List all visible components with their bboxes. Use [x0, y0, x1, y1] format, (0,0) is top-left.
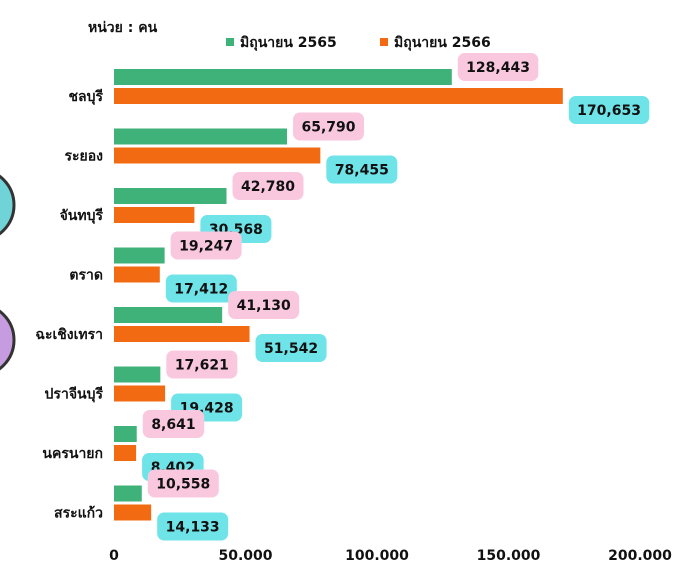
x-tick-label: 200.000: [608, 548, 672, 564]
bar: [114, 445, 137, 461]
y-tick-label: สระแก้ว: [54, 506, 103, 522]
y-tick-label: จันทบุรี: [60, 208, 104, 224]
bar: [114, 385, 166, 402]
data-label-box: [142, 410, 205, 438]
y-tick-label: ปราจีนบุรี: [45, 387, 104, 403]
data-label-box: [166, 350, 238, 379]
data-label: 42,780: [241, 179, 295, 195]
data-label-box: [568, 96, 650, 124]
data-label: 128,443: [466, 60, 530, 76]
data-label-box: [232, 172, 304, 200]
bar: [114, 69, 452, 85]
bar: [114, 247, 165, 264]
data-label-box: [228, 291, 300, 319]
y-tick-label: ระยอง: [65, 149, 104, 165]
data-label: 17,621: [175, 358, 229, 374]
y-tick-label: ชลบุรี: [69, 89, 104, 105]
bar: [114, 88, 563, 104]
legend-swatch: [226, 38, 234, 46]
data-label: 170,653: [577, 103, 641, 119]
decoration: [0, 309, 16, 371]
legend-label: มิถุนายน 2566: [394, 35, 491, 51]
bar: [114, 426, 137, 442]
bar: [114, 366, 161, 383]
data-label: 19,247: [179, 239, 233, 255]
data-label: 65,790: [302, 120, 356, 136]
data-label: 78,455: [335, 163, 389, 179]
data-label-box: [165, 274, 237, 303]
data-label-box: [170, 231, 242, 260]
decoration: [0, 174, 16, 236]
data-label-box: [457, 53, 539, 81]
data-label: 41,130: [237, 298, 291, 314]
unit-label: หน่วย : คน: [88, 20, 158, 36]
x-tick-label: 100.000: [345, 548, 409, 564]
bar: [114, 266, 160, 283]
y-tick-label: ตราด: [69, 268, 103, 284]
legend-swatch: [380, 38, 388, 46]
bar: [114, 485, 142, 502]
bar: [114, 326, 250, 342]
bar: [114, 307, 223, 323]
data-label: 14,133: [166, 520, 220, 536]
bar: [114, 128, 288, 145]
y-tick-label: ฉะเชิงเทรา: [35, 327, 103, 343]
data-label: 17,412: [174, 282, 228, 298]
data-label: 10,558: [156, 477, 210, 493]
bar: [114, 504, 152, 521]
x-tick-label: 0: [109, 548, 119, 564]
data-label-box: [157, 512, 229, 541]
data-label-box: [293, 112, 365, 141]
data-label: 8,641: [151, 417, 195, 433]
legend-label: มิถุนายน 2565: [240, 35, 337, 51]
x-tick-label: 50.000: [218, 548, 272, 564]
x-tick-label: 150.000: [477, 548, 541, 564]
data-label: 51,542: [264, 341, 318, 357]
data-label-box: [255, 334, 327, 362]
data-label-box: [147, 469, 219, 498]
data-label-box: [326, 155, 398, 184]
bar: [114, 147, 321, 164]
bar: [114, 207, 195, 223]
y-tick-label: นครนายก: [42, 446, 103, 462]
bar: [114, 188, 227, 204]
